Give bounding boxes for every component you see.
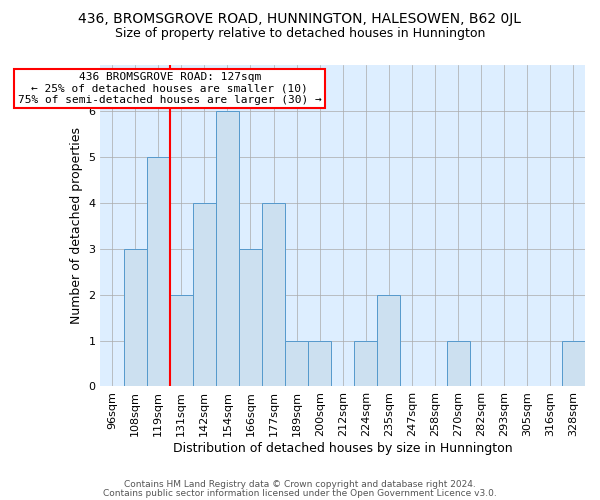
Text: Contains public sector information licensed under the Open Government Licence v3: Contains public sector information licen… [103,489,497,498]
Bar [354,340,377,386]
Bar [216,111,239,386]
Bar [146,157,170,386]
Y-axis label: Number of detached properties: Number of detached properties [70,127,83,324]
Bar [262,203,285,386]
Text: Size of property relative to detached houses in Hunnington: Size of property relative to detached ho… [115,28,485,40]
Bar [239,248,262,386]
Bar [377,294,400,386]
Bar [170,294,193,386]
Text: Contains HM Land Registry data © Crown copyright and database right 2024.: Contains HM Land Registry data © Crown c… [124,480,476,489]
Text: 436, BROMSGROVE ROAD, HUNNINGTON, HALESOWEN, B62 0JL: 436, BROMSGROVE ROAD, HUNNINGTON, HALESO… [79,12,521,26]
X-axis label: Distribution of detached houses by size in Hunnington: Distribution of detached houses by size … [173,442,512,455]
Text: 436 BROMSGROVE ROAD: 127sqm
← 25% of detached houses are smaller (10)
75% of sem: 436 BROMSGROVE ROAD: 127sqm ← 25% of det… [18,72,322,105]
Bar [124,248,146,386]
Bar [193,203,216,386]
Bar [285,340,308,386]
Bar [562,340,585,386]
Bar [308,340,331,386]
Bar [446,340,470,386]
